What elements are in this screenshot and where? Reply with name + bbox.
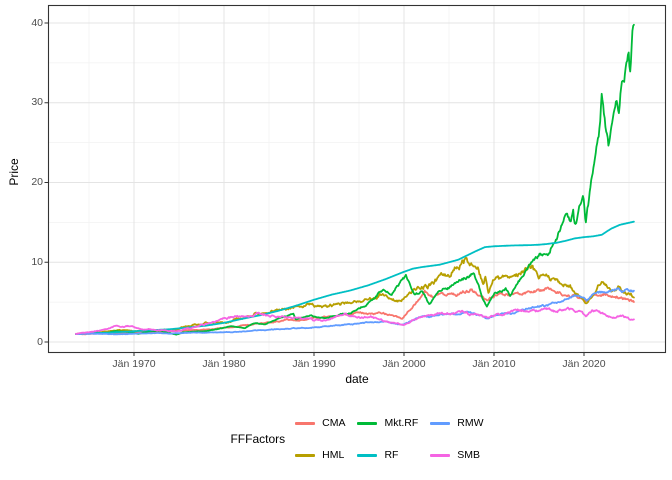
legend-item-CMA: CMA — [295, 412, 345, 434]
legend-title: FFFactors — [230, 432, 286, 446]
y-axis-title: Price — [7, 158, 21, 186]
x-tick-label: Jän 2000 — [382, 358, 426, 370]
legend-item-RF: RF — [357, 444, 418, 466]
legend-label: HML — [322, 449, 345, 461]
legend-key-HML — [295, 453, 316, 457]
y-tick-label: 20 — [31, 176, 43, 188]
legend-item-SMB: SMB — [430, 444, 483, 466]
x-tick-label: Jän 2010 — [472, 358, 516, 370]
plot-panel — [48, 5, 666, 353]
series-line-RF — [75, 220, 635, 335]
x-tick-label: Jän 1980 — [202, 358, 246, 370]
legend-label: Mkt.RF — [384, 417, 419, 429]
series-line-RMW — [75, 287, 635, 336]
x-tick-label: Jän 1990 — [292, 358, 336, 370]
x-tick-label: Jän 1970 — [112, 358, 156, 370]
y-tick-label: 0 — [37, 335, 43, 348]
y-tick-label: 30 — [31, 96, 43, 109]
legend-item-Mkt.RF: Mkt.RF — [357, 412, 418, 434]
legend-label: CMA — [322, 417, 346, 429]
legend-label: RMW — [457, 417, 484, 429]
legend-key-SMB — [430, 453, 451, 457]
x-axis-title: date — [345, 372, 369, 386]
series-line-SMB — [75, 306, 635, 335]
legend-key-RF — [357, 453, 378, 457]
legend-item-RMW: RMW — [430, 412, 484, 434]
legend-label: SMB — [457, 449, 481, 461]
legend-key-RMW — [430, 421, 451, 425]
legend: FFFactors CMA HML Mkt.RF RF RMW SMB — [42, 412, 672, 466]
x-tick-label: Jän 2020 — [562, 358, 606, 370]
legend-item-HML: HML — [295, 444, 345, 466]
legend-key-Mkt.RF — [357, 421, 378, 425]
y-tick-label: 40 — [31, 16, 43, 29]
legend-key-CMA — [295, 421, 316, 425]
legend-label: RF — [384, 449, 399, 461]
y-tick-label: 10 — [31, 255, 43, 268]
panel-border — [47, 4, 667, 354]
legend-entries: CMA HML Mkt.RF RF RMW SMB — [295, 412, 484, 466]
series-line-Mkt.RF — [75, 23, 635, 336]
